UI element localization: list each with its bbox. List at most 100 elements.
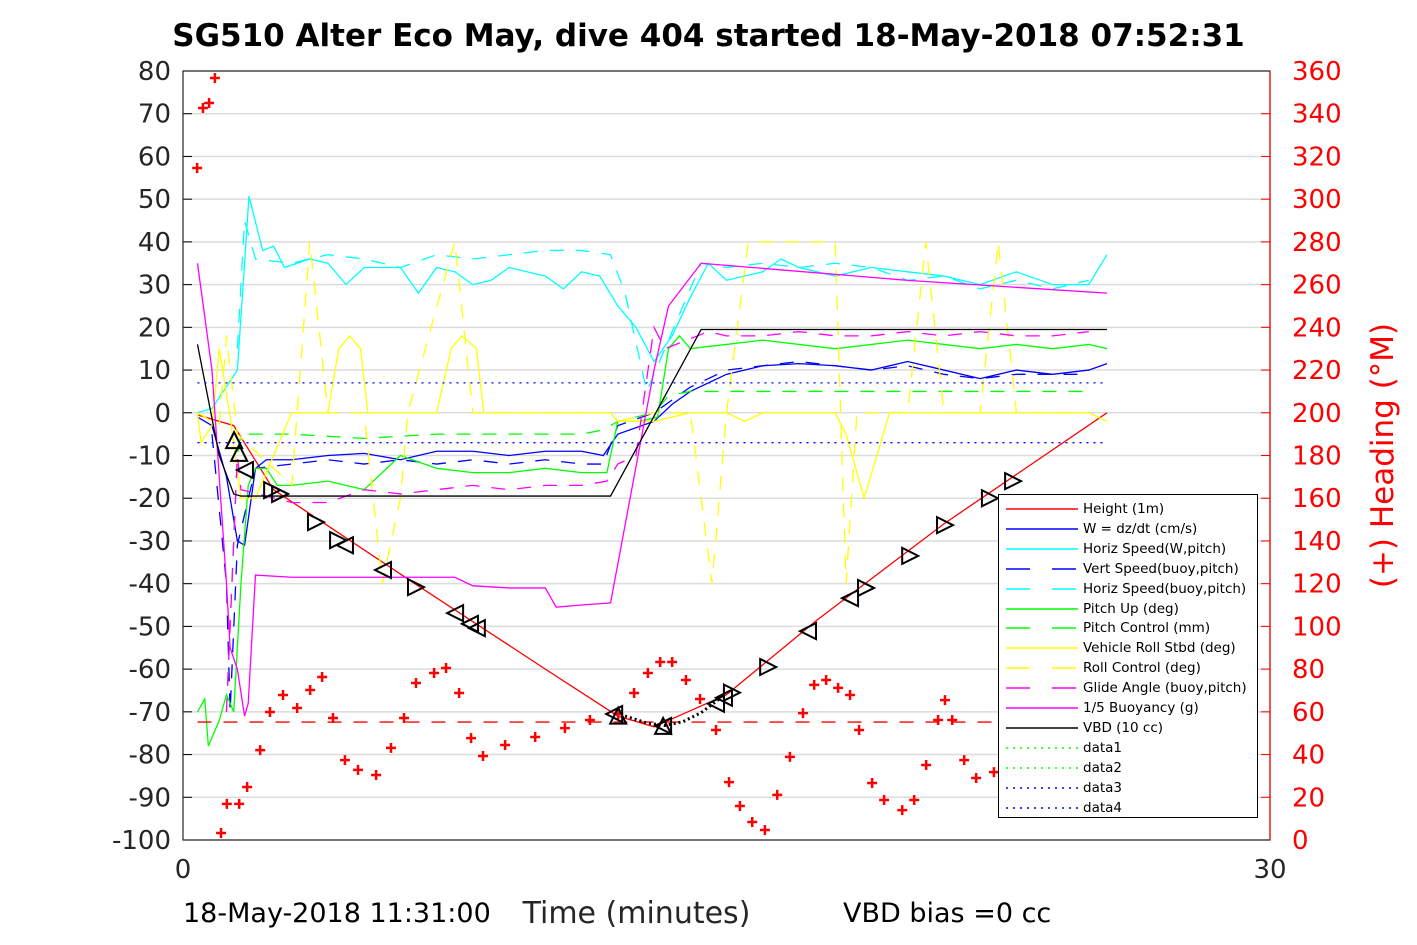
- heading-point: [500, 739, 511, 750]
- triangle-marker-right: [935, 515, 956, 535]
- series-1-5-buoyancy-g-: [196, 262, 1107, 717]
- heading-point: [478, 751, 489, 762]
- series-horiz-speed-w-pitch-: [197, 196, 1108, 414]
- legend-swatch: [1006, 786, 1078, 789]
- y-right-tick-label: 0: [1292, 826, 1309, 856]
- heading-point: [867, 777, 878, 788]
- legend-item: Vehicle Roll Stbd (deg): [999, 638, 1236, 658]
- triangle-marker-left: [466, 618, 486, 638]
- heading-point: [909, 795, 920, 806]
- heading-point: [385, 742, 396, 753]
- heading-point: [988, 767, 999, 778]
- series-horiz-speed-buoy-pitch-: [236, 220, 1089, 394]
- heading-point: [933, 714, 944, 725]
- legend-label: Vert Speed(buoy,pitch): [1083, 560, 1239, 577]
- legend-item: Horiz Speed(W,pitch): [999, 539, 1226, 559]
- y-tick-label: 0: [154, 399, 171, 429]
- heading-point: [264, 707, 275, 718]
- y-right-tick-label: 160: [1292, 484, 1342, 514]
- y-right-tick-label: 340: [1292, 100, 1342, 130]
- series-pitch-control-mm-: [225, 390, 1089, 712]
- legend-swatch: [1006, 766, 1078, 769]
- heading-point: [971, 773, 982, 784]
- y-right-tick-label: 280: [1292, 228, 1342, 258]
- triangle-marker-up: [229, 442, 249, 462]
- heading-point: [710, 724, 721, 735]
- heading-point: [221, 798, 232, 809]
- fit-curve: [624, 697, 721, 728]
- heading-point: [584, 714, 595, 725]
- triangle-marker-left: [334, 535, 354, 555]
- heading-point: [897, 805, 908, 816]
- legend-item: 1/5 Buoyancy (g): [999, 698, 1199, 718]
- legend-label: W = dz/dt (cm/s): [1083, 520, 1198, 537]
- heading-point: [399, 713, 410, 724]
- legend-item: VBD (10 cc): [999, 718, 1163, 738]
- triangle-marker-up: [224, 429, 244, 450]
- y-tick-label: -20: [129, 484, 171, 514]
- y-right-axis-label: (+) Heading (°M): [1365, 323, 1401, 588]
- legend-label: data1: [1083, 739, 1122, 756]
- heading-point: [724, 777, 735, 788]
- x-axis-label: Time (minutes): [522, 896, 751, 931]
- y-tick-label: 80: [138, 57, 171, 87]
- heading-point: [234, 798, 245, 809]
- y-tick-label: -80: [129, 741, 171, 771]
- heading-point: [947, 714, 958, 725]
- legend-label: data3: [1083, 779, 1122, 796]
- legend-item: Vert Speed(buoy,pitch): [999, 559, 1239, 579]
- x-tick-label: 30: [1253, 855, 1286, 885]
- y-tick-label: -50: [129, 612, 171, 642]
- legend-swatch: [1006, 627, 1078, 630]
- y-right-tick-label: 40: [1292, 741, 1325, 771]
- legend-label: Roll Control (deg): [1083, 660, 1201, 677]
- triangle-marker-right: [406, 577, 427, 597]
- heading-point: [305, 685, 316, 696]
- triangle-marker-up: [653, 715, 673, 735]
- heading-point: [695, 694, 706, 705]
- heading-point: [530, 732, 541, 743]
- legend-label: Glide Angle (buoy,pitch): [1083, 680, 1247, 697]
- y-tick-label: 10: [138, 356, 171, 386]
- legend-label: Vehicle Roll Stbd (deg): [1083, 640, 1236, 657]
- heading-point: [339, 755, 350, 766]
- legend-swatch: [1006, 647, 1078, 650]
- triangle-marker-left: [705, 694, 725, 714]
- legend-item: Pitch Control (mm): [999, 618, 1210, 638]
- legend: Height (1m) W = dz/dt (cm/s) Horiz Speed(W…: [998, 494, 1258, 818]
- triangle-marker-right: [856, 578, 877, 598]
- heading-point: [255, 745, 266, 756]
- legend-swatch: [1006, 707, 1078, 709]
- heading-point: [410, 677, 421, 688]
- legend-swatch: [1006, 806, 1078, 809]
- heading-point: [292, 702, 303, 713]
- legend-item: data3: [999, 778, 1122, 798]
- heading-point: [278, 689, 289, 700]
- y-right-tick-label: 20: [1292, 783, 1325, 813]
- y-right-tick-label: 200: [1292, 399, 1342, 429]
- heading-point: [772, 789, 783, 800]
- heading-point: [797, 708, 808, 719]
- heading-point: [559, 723, 570, 734]
- legend-label: Pitch Up (deg): [1083, 600, 1179, 617]
- footer-timestamp: 18-May-2018 11:31:00: [183, 898, 491, 929]
- heading-point: [959, 755, 970, 766]
- legend-swatch: [1006, 508, 1078, 510]
- triangle-marker-left: [839, 588, 860, 608]
- legend-label: VBD (10 cc): [1083, 719, 1164, 736]
- y-right-tick-label: 140: [1292, 527, 1342, 557]
- y-tick-label: -10: [129, 442, 171, 472]
- chart-title: SG510 Alter Eco May, dive 404 started 18…: [172, 18, 1245, 54]
- y-tick-label: 50: [138, 185, 171, 215]
- heading-point: [921, 760, 932, 771]
- y-right-tick-label: 360: [1292, 57, 1342, 87]
- y-tick-label: 60: [138, 142, 171, 172]
- heading-point: [845, 689, 856, 700]
- y-right-tick-label: 220: [1292, 356, 1342, 386]
- heading-point: [192, 162, 203, 173]
- legend-swatch: [1006, 607, 1078, 610]
- heading-point: [854, 724, 865, 735]
- y-right-tick-label: 260: [1292, 271, 1342, 301]
- heading-point: [784, 751, 795, 762]
- x-tick-label: 0: [175, 855, 192, 885]
